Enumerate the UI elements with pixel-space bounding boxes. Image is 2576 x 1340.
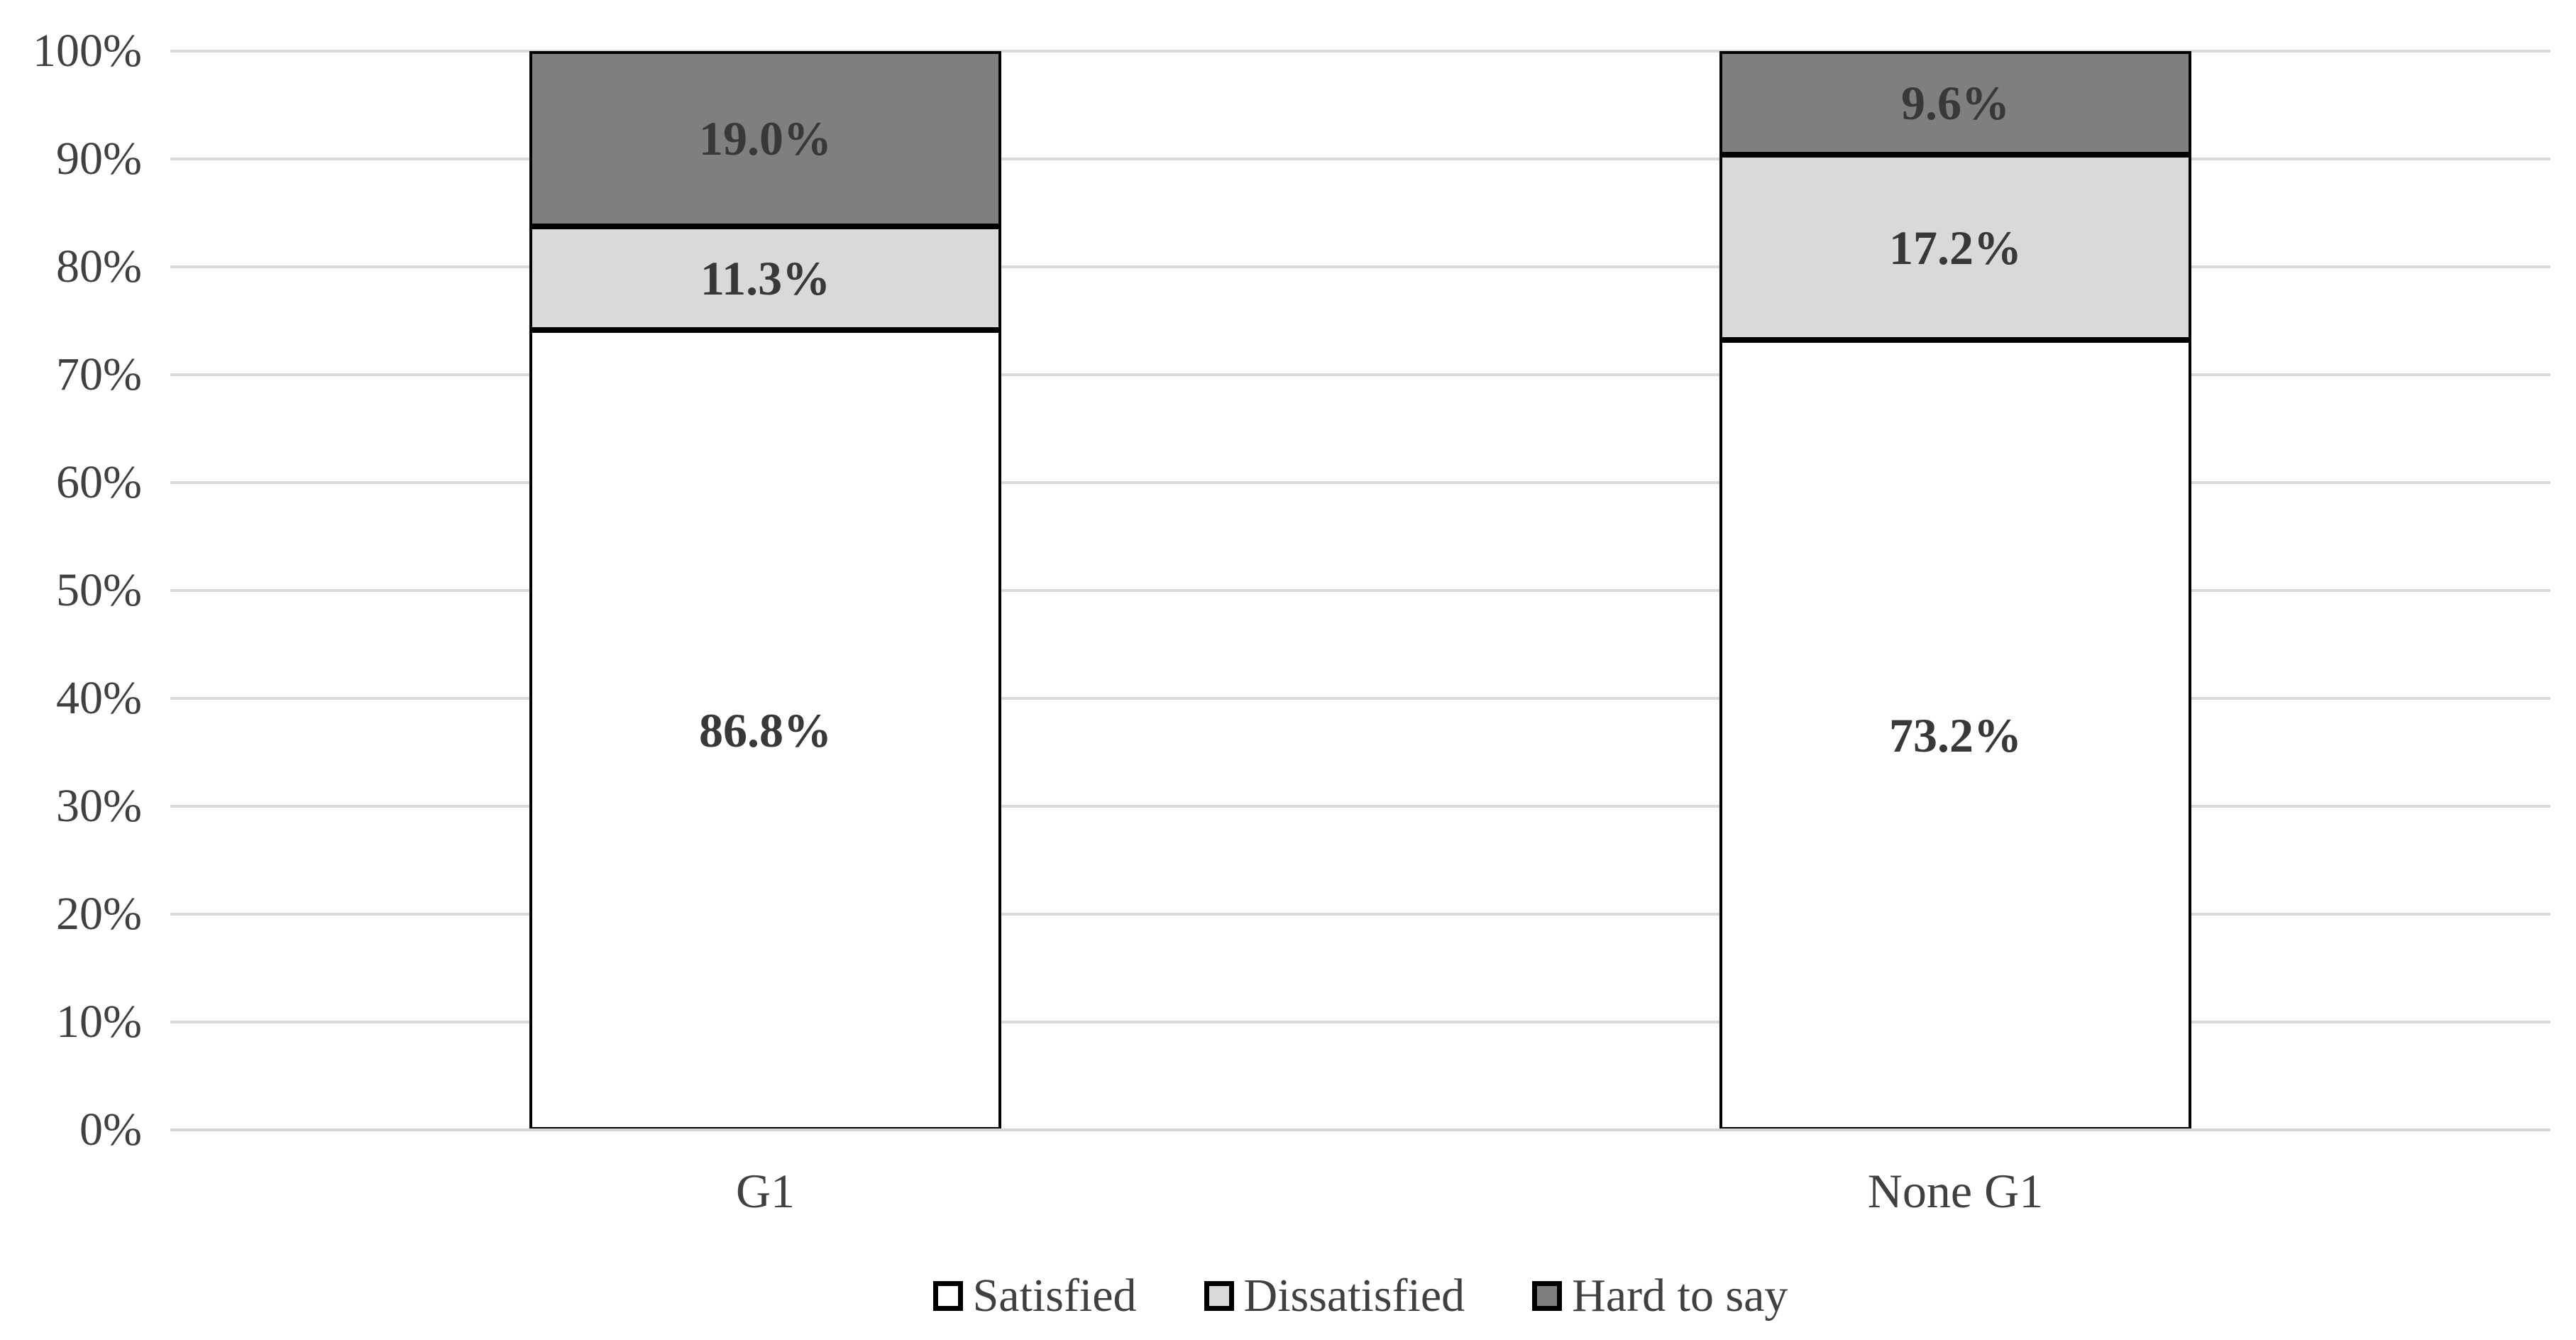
y-tick-label: 0% [79, 1104, 142, 1155]
gridline [170, 50, 2550, 53]
legend-item-hard-to-say: Hard to say [1532, 1268, 1788, 1324]
x-axis-line [170, 1128, 2550, 1131]
y-tick-label: 50% [56, 564, 142, 616]
gridline [170, 805, 2550, 808]
gridline [170, 1021, 2550, 1023]
y-tick-label: 70% [56, 348, 142, 400]
bar-none-g1-segment-hard-to-say: 9.6% [1719, 51, 2191, 155]
legend-item-satisfied: Satisfied [932, 1268, 1137, 1324]
bar-data-label: 17.2% [1889, 220, 2022, 275]
bar-none-g1-segment-dissatisfied: 17.2% [1719, 154, 2191, 341]
bar-g1-segment-hard-to-say: 19.0% [529, 51, 1001, 226]
legend-label: Hard to say [1572, 1270, 1788, 1322]
y-tick-label: 10% [56, 996, 142, 1048]
y-tick-label: 30% [56, 780, 142, 832]
legend-label: Satisfied [972, 1270, 1137, 1322]
gridline [170, 697, 2550, 700]
legend-swatch-hard-to-say [1532, 1281, 1563, 1311]
legend-swatch-satisfied [932, 1281, 963, 1311]
y-tick-label: 80% [56, 241, 142, 292]
y-tick-label: 60% [56, 456, 142, 508]
y-tick-label: 40% [56, 672, 142, 724]
gridline [170, 265, 2550, 268]
bar-data-label: 19.0% [699, 111, 832, 166]
bar-none-g1-segment-satisfied: 73.2% [1719, 340, 2191, 1130]
y-tick-label: 90% [56, 133, 142, 185]
bar-data-label: 11.3% [700, 251, 831, 305]
category-label-g1: G1 [735, 1164, 796, 1218]
bar-data-label: 73.2% [1889, 708, 2022, 762]
gridline [170, 158, 2550, 160]
legend-item-dissatisfied: Dissatisfied [1204, 1268, 1465, 1324]
bar-g1-segment-satisfied: 86.8% [529, 330, 1001, 1130]
bar-data-label: 9.6% [1901, 75, 2010, 130]
y-tick-label: 100% [33, 25, 142, 77]
legend-label: Dissatisfied [1243, 1270, 1465, 1322]
gridline [170, 481, 2550, 484]
legend-swatch-dissatisfied [1204, 1281, 1234, 1311]
category-label-none-g1: None G1 [1867, 1164, 2044, 1218]
bar-g1-segment-dissatisfied: 11.3% [529, 226, 1001, 331]
gridline [170, 589, 2550, 592]
gridline [170, 373, 2550, 376]
y-tick-label: 20% [56, 888, 142, 940]
gridline [170, 913, 2550, 916]
bar-data-label: 86.8% [699, 703, 832, 757]
legend: Satisfied Dissatisfied Hard to say [170, 1268, 2550, 1324]
